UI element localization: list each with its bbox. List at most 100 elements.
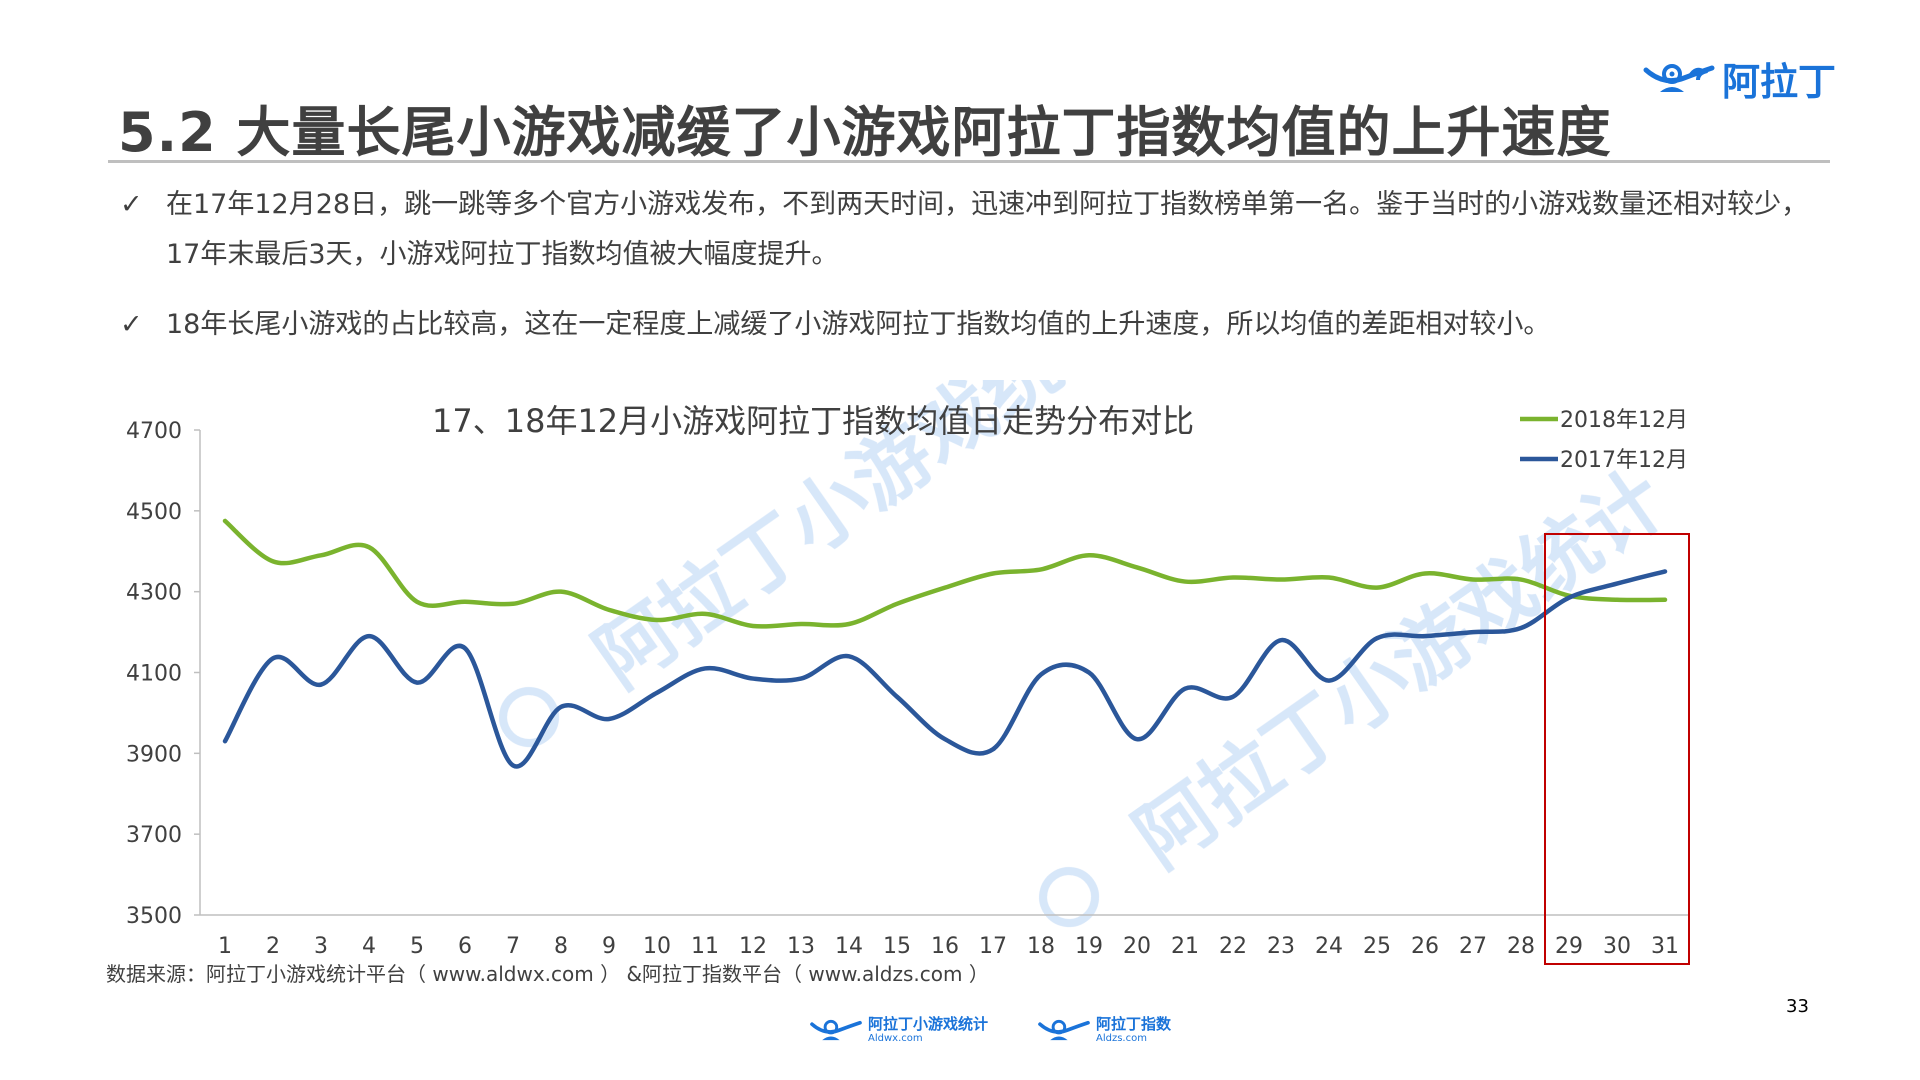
data-point [944, 738, 946, 740]
data-point [1328, 680, 1330, 682]
data-point [1040, 568, 1042, 570]
data-point [1088, 554, 1090, 556]
x-tick-label: 7 [506, 934, 520, 959]
footer-logo-aldwx: 阿拉丁小游戏统计 Aldwx.com [808, 1012, 988, 1048]
data-point [800, 678, 802, 680]
x-tick-label: 2 [266, 934, 280, 959]
checkmark-icon: ✓ [120, 309, 143, 340]
data-point [1376, 587, 1378, 589]
data-point [224, 740, 226, 742]
data-point [416, 601, 418, 603]
y-tick-label: 3700 [126, 823, 182, 848]
footer-logo-url: Aldwx.com [868, 1033, 923, 1044]
genie-lamp-icon [810, 1019, 862, 1041]
data-point [1232, 577, 1234, 579]
bullet-text: 在17年12月28日，跳一跳等多个官方小游戏发布，不到两天时间，迅速冲到阿拉丁指… [166, 189, 1809, 270]
data-point [1472, 631, 1474, 633]
x-tick-label: 24 [1315, 934, 1343, 959]
data-point [1520, 627, 1522, 629]
data-point [1616, 599, 1618, 601]
x-tick-label: 6 [458, 934, 472, 959]
y-tick-label: 4300 [126, 581, 182, 606]
data-point [560, 706, 562, 708]
data-point [1280, 579, 1282, 581]
x-tick-label: 16 [931, 934, 959, 959]
data-point [608, 609, 610, 611]
x-tick-label: 10 [643, 934, 671, 959]
y-tick-label: 3500 [126, 904, 182, 929]
data-point [272, 657, 274, 659]
x-tick-label: 3 [314, 934, 328, 959]
data-source-note: 数据来源：阿拉丁小游戏统计平台（ www.aldwx.com ） &阿拉丁指数平… [106, 962, 989, 986]
x-tick-label: 22 [1219, 934, 1247, 959]
data-point [320, 684, 322, 686]
x-tick-label: 15 [883, 934, 911, 959]
page-number: 33 [1786, 996, 1809, 1017]
data-point [1616, 583, 1618, 585]
x-tick-label: 19 [1075, 934, 1103, 959]
bullet-item: ✓ 18年长尾小游戏的占比较高，这在一定程度上减缓了小游戏阿拉丁指数均值的上升速… [120, 300, 1820, 350]
data-point [1568, 597, 1570, 599]
data-point [1424, 572, 1426, 574]
data-point [1472, 579, 1474, 581]
x-tick-label: 13 [787, 934, 815, 959]
data-point [896, 696, 898, 698]
x-tick-label: 20 [1123, 934, 1151, 959]
data-point [752, 678, 754, 680]
watermark-mark: 阿拉丁小游戏统计 [1039, 454, 1682, 928]
y-tick-label: 4500 [126, 500, 182, 525]
data-point [944, 587, 946, 589]
data-point [368, 546, 370, 548]
x-tick-label: 26 [1411, 934, 1439, 959]
x-tick-label: 29 [1555, 934, 1583, 959]
slide-title: 5.2 大量长尾小游戏减缓了小游戏阿拉丁指数均值的上升速度 [118, 101, 1612, 164]
x-tick-label: 31 [1651, 934, 1679, 959]
data-point [848, 655, 850, 657]
genie-lamp-icon [1643, 64, 1715, 92]
title-divider [108, 160, 1830, 163]
brand-logo: 阿拉丁 [1642, 52, 1850, 104]
data-point [464, 601, 466, 603]
watermark-logo-icon [499, 687, 560, 748]
y-tick-label: 4700 [126, 419, 182, 444]
x-tick-label: 18 [1027, 934, 1055, 959]
data-point [1232, 696, 1234, 698]
data-point [560, 591, 562, 593]
y-tick-label: 3900 [126, 742, 182, 767]
data-point [224, 520, 226, 522]
genie-lamp-icon [1038, 1019, 1090, 1041]
data-point [320, 554, 322, 556]
footer-logo-name: 阿拉丁指数 [1096, 1015, 1172, 1033]
data-point [1280, 639, 1282, 641]
data-point [512, 603, 514, 605]
bullet-item: ✓ 在17年12月28日，跳一跳等多个官方小游戏发布，不到两天时间，迅速冲到阿拉… [120, 180, 1820, 280]
data-point [1088, 672, 1090, 673]
data-point [368, 635, 370, 637]
data-point [512, 764, 514, 766]
x-tick-label: 27 [1459, 934, 1487, 959]
data-point [1664, 570, 1666, 572]
legend-label: 2018年12月 [1560, 408, 1688, 433]
data-point [1184, 581, 1186, 583]
chart-legend: 2018年12月 2017年12月 [1520, 408, 1688, 473]
x-tick-label: 12 [739, 934, 767, 959]
series-line-2017 [222, 569, 1668, 769]
data-point [1040, 674, 1042, 676]
x-tick-label: 17 [979, 934, 1007, 959]
x-tick-label: 23 [1267, 934, 1295, 959]
data-point [704, 667, 706, 669]
checkmark-icon: ✓ [120, 189, 143, 220]
x-tick-label: 8 [554, 934, 568, 959]
footer-logo-aldzs: 阿拉丁指数 Aldzs.com [1036, 1012, 1171, 1048]
data-point [656, 619, 658, 621]
data-point [896, 603, 898, 605]
data-point [608, 718, 610, 720]
watermark-text: 阿拉丁小游戏统计 [1119, 454, 1682, 886]
footer-logo-url: Aldzs.com [1096, 1033, 1147, 1044]
highlight-box [1544, 533, 1690, 965]
bullet-list: ✓ 在17年12月28日，跳一跳等多个官方小游戏发布，不到两天时间，迅速冲到阿拉… [120, 180, 1820, 350]
data-point [1424, 635, 1426, 637]
